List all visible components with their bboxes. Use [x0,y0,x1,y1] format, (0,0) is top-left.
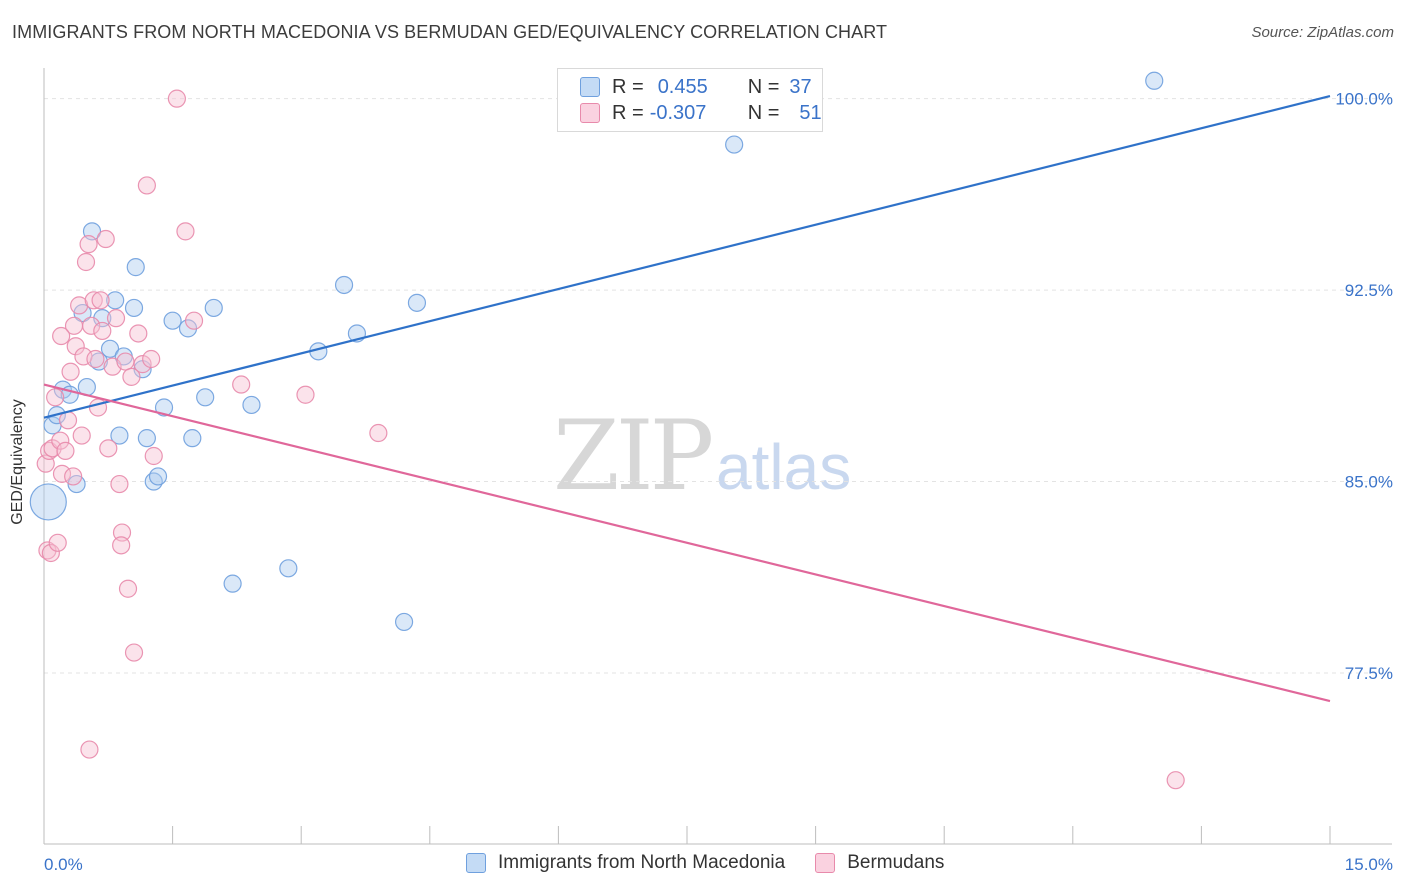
north-macedonia-point [126,258,145,277]
north-macedonia-point [124,298,144,318]
bermudans-point [112,523,132,542]
north-macedonia-point [183,429,202,448]
bermudans-point [184,311,204,330]
legend-item-bermudans[interactable]: Bermudans [815,852,944,874]
bermudans-point [40,441,59,460]
bermudans-point [133,355,152,374]
bermudans-point [88,398,108,417]
y-axis-label: GED/Equivalency [9,399,26,525]
north-macedonia-point [242,395,261,415]
north-macedonia-point [725,135,744,154]
chart-title: IMMIGRANTS FROM NORTH MACEDONIA VS BERMU… [12,22,888,42]
bermudans-point [64,467,83,486]
north-macedonia-point [163,311,182,330]
y-tick-label: 77.5% [1345,664,1393,683]
bermudans-point [79,235,98,254]
bermudans-point [124,643,144,662]
bermudans-point [93,321,112,341]
north-macedonia-point [100,339,120,358]
bermudans-point [116,352,135,371]
bermudans-point [110,474,129,494]
bermudans-point [118,579,138,598]
watermark-zip: ZIP [553,400,714,512]
bermudans-point [86,349,105,369]
legend-label: Immigrants from North Macedonia [498,852,786,873]
series-legend: Immigrants from North Macedonia Bermudan… [466,852,974,874]
bermudans-point [64,316,84,335]
bermudans-point [91,291,110,310]
bermudans-point [232,375,251,394]
n-label: N = [747,75,780,98]
north-macedonia-point [1145,71,1164,90]
legend-label: Bermudans [847,852,945,873]
bermudans-point [41,543,60,563]
bermudans-point [176,222,195,241]
north-macedonia-point [29,483,67,521]
legend-row-pink: R = -0.307 N = 51 [580,101,822,125]
north-macedonia-point [106,291,125,310]
x-tick-label: 15.0% [1345,855,1393,874]
legend-swatch-pink [580,103,600,123]
bermudans-point [46,388,65,407]
r-value: 0.455 [657,75,708,98]
bermudans-point [137,176,156,195]
watermark-atlas: atlas [716,431,852,503]
legend-row-blue: R = 0.455 N = 37 [580,75,812,99]
north-macedonia-point [407,293,427,312]
stats-legend: R = 0.455 N = 37 R = -0.307 N = 51 [557,68,823,132]
r-label: R = [612,75,644,98]
north-macedonia-point [148,467,168,486]
bermudans-point [52,464,72,483]
bermudans-point [99,439,118,458]
bermudans-trendline [43,383,1331,703]
r-value: -0.307 [649,101,707,124]
r-label: R = [612,101,644,124]
bermudans-point [72,426,91,445]
bermudans-point [144,446,163,466]
bermudans-point [51,431,70,450]
legend-swatch-blue [466,853,486,873]
y-tick-label: 85.0% [1345,473,1393,492]
bermudans-point [129,324,148,343]
north-macedonia-point [223,574,242,593]
y-tick-label: 100.0% [1335,90,1393,109]
bermudans-point [106,309,126,328]
n-value: 37 [789,75,812,98]
north-macedonia-point [154,398,174,417]
y-tick-label: 92.5% [1345,281,1393,300]
north-macedonia-point [279,559,298,578]
bermudans-point [76,252,96,272]
bermudans-point [1166,771,1185,790]
bermudans-point [56,441,75,460]
north-macedonia-point [110,426,129,445]
north-macedonia-point [334,275,354,295]
bermudans-point [61,362,80,381]
north-macedonia-point [196,388,215,407]
legend-swatch-blue [580,77,600,97]
north-macedonia-point [137,429,156,448]
bermudans-point [112,536,131,555]
bermudans-point [122,367,141,386]
bermudans-point [142,349,161,369]
bermudans-point [52,326,71,346]
bermudans-point [369,423,388,443]
source-credit: Source: ZipAtlas.com [1251,24,1394,41]
bermudans-point [167,89,186,108]
legend-swatch-pink [815,853,836,873]
north-macedonia-point [204,298,223,318]
bermudans-point [296,385,315,404]
x-tick-label: 0.0% [44,855,83,874]
bermudans-point [80,740,99,759]
bermudans-point [66,337,85,356]
legend-item-north-macedonia[interactable]: Immigrants from North Macedonia [466,852,785,874]
n-label: N = [747,101,780,124]
bermudans-point [38,541,57,560]
bermudans-point [96,229,115,249]
n-value: 51 [799,101,822,124]
north-macedonia-point [394,612,414,632]
bermudans-point [84,291,103,310]
north-macedonia-trendline [43,95,1331,419]
bermudans-point [48,533,67,552]
